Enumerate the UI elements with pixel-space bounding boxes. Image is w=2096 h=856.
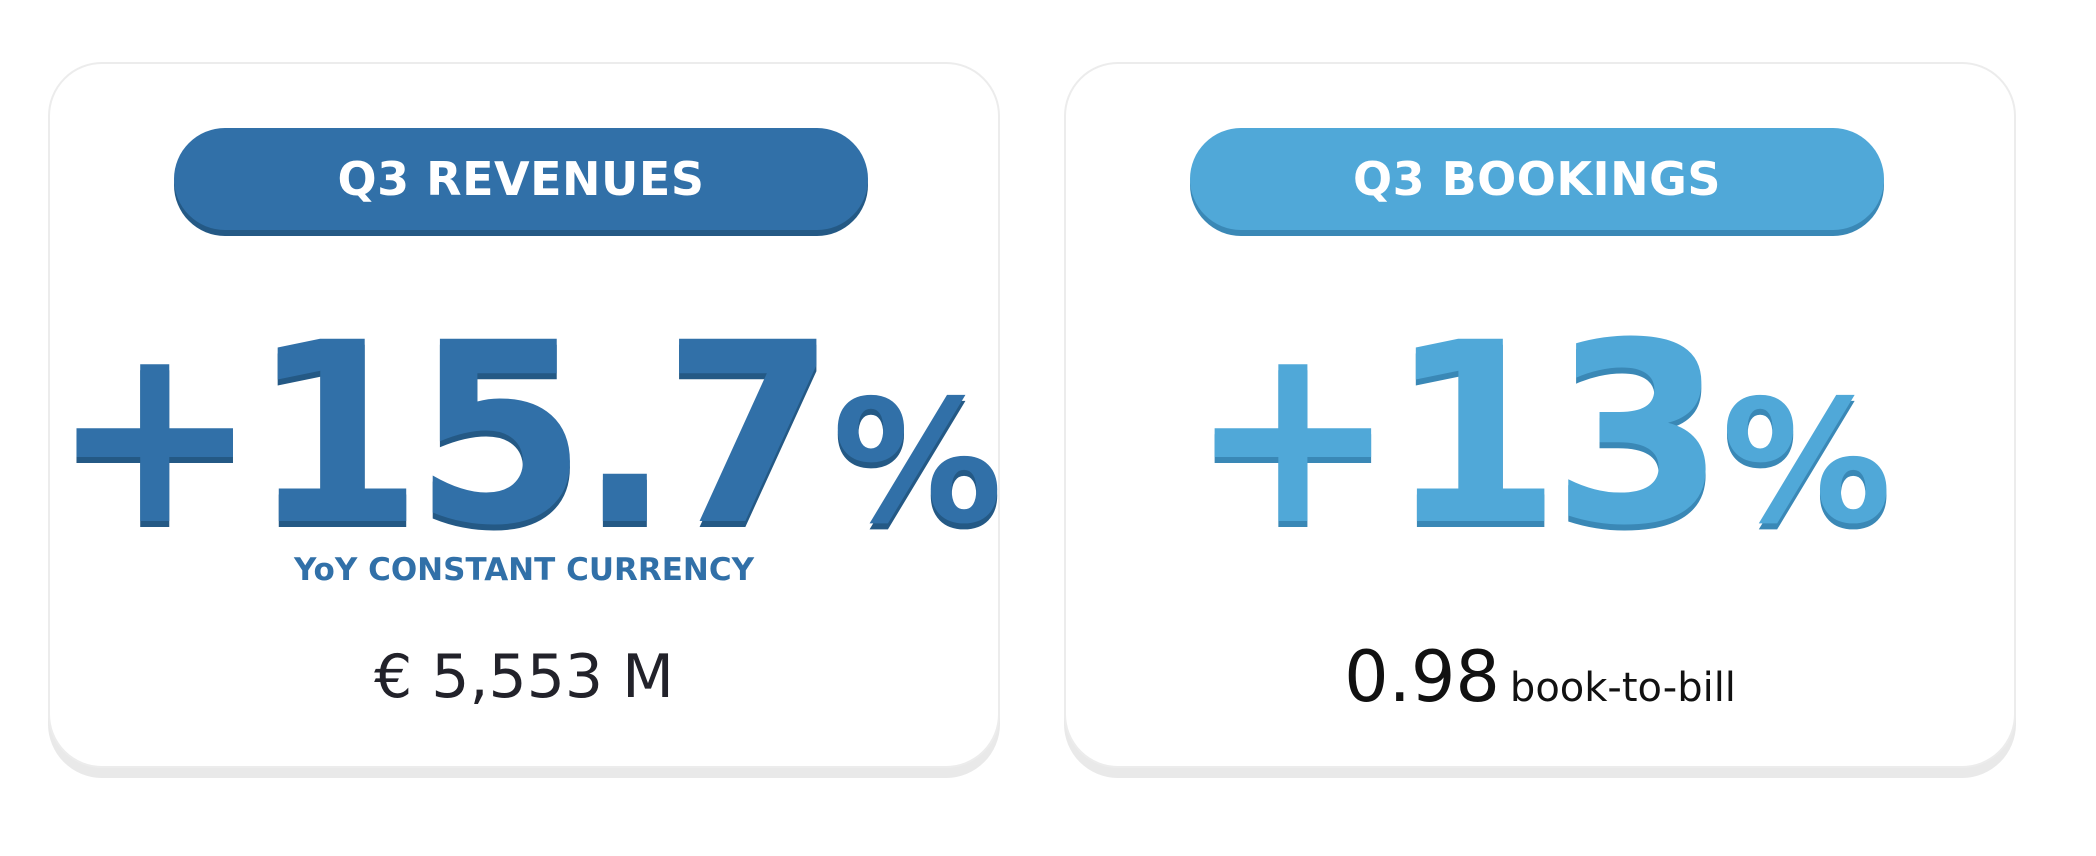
bookings-growth: +13% — [1066, 310, 2014, 560]
bookings-growth-value: +13 — [1188, 289, 1725, 580]
book-to-bill: 0.98 book-to-bill — [1066, 636, 2014, 718]
revenues-growth: +15.7% — [50, 310, 1003, 560]
revenues-amount: € 5,553 M — [374, 642, 674, 712]
book-to-bill-label: book-to-bill — [1509, 665, 1736, 711]
bookings-title-pill: Q3 BOOKINGS — [1190, 128, 1884, 230]
revenues-growth-value: +15.7 — [50, 289, 836, 580]
bookings-card: Q3 BOOKINGS +13% 0.98 book-to-bill — [1064, 62, 2016, 768]
revenues-title-pill: Q3 REVENUES — [174, 128, 868, 230]
revenues-basis-label: YoY CONSTANT CURRENCY — [293, 552, 755, 588]
book-to-bill-value: 0.98 — [1344, 636, 1500, 718]
bookings-growth-unit: % — [1721, 364, 1892, 562]
revenues-card: Q3 REVENUES +15.7% YoY CONSTANT CURRENCY… — [48, 62, 1003, 768]
revenues-growth-unit: % — [832, 364, 1003, 562]
